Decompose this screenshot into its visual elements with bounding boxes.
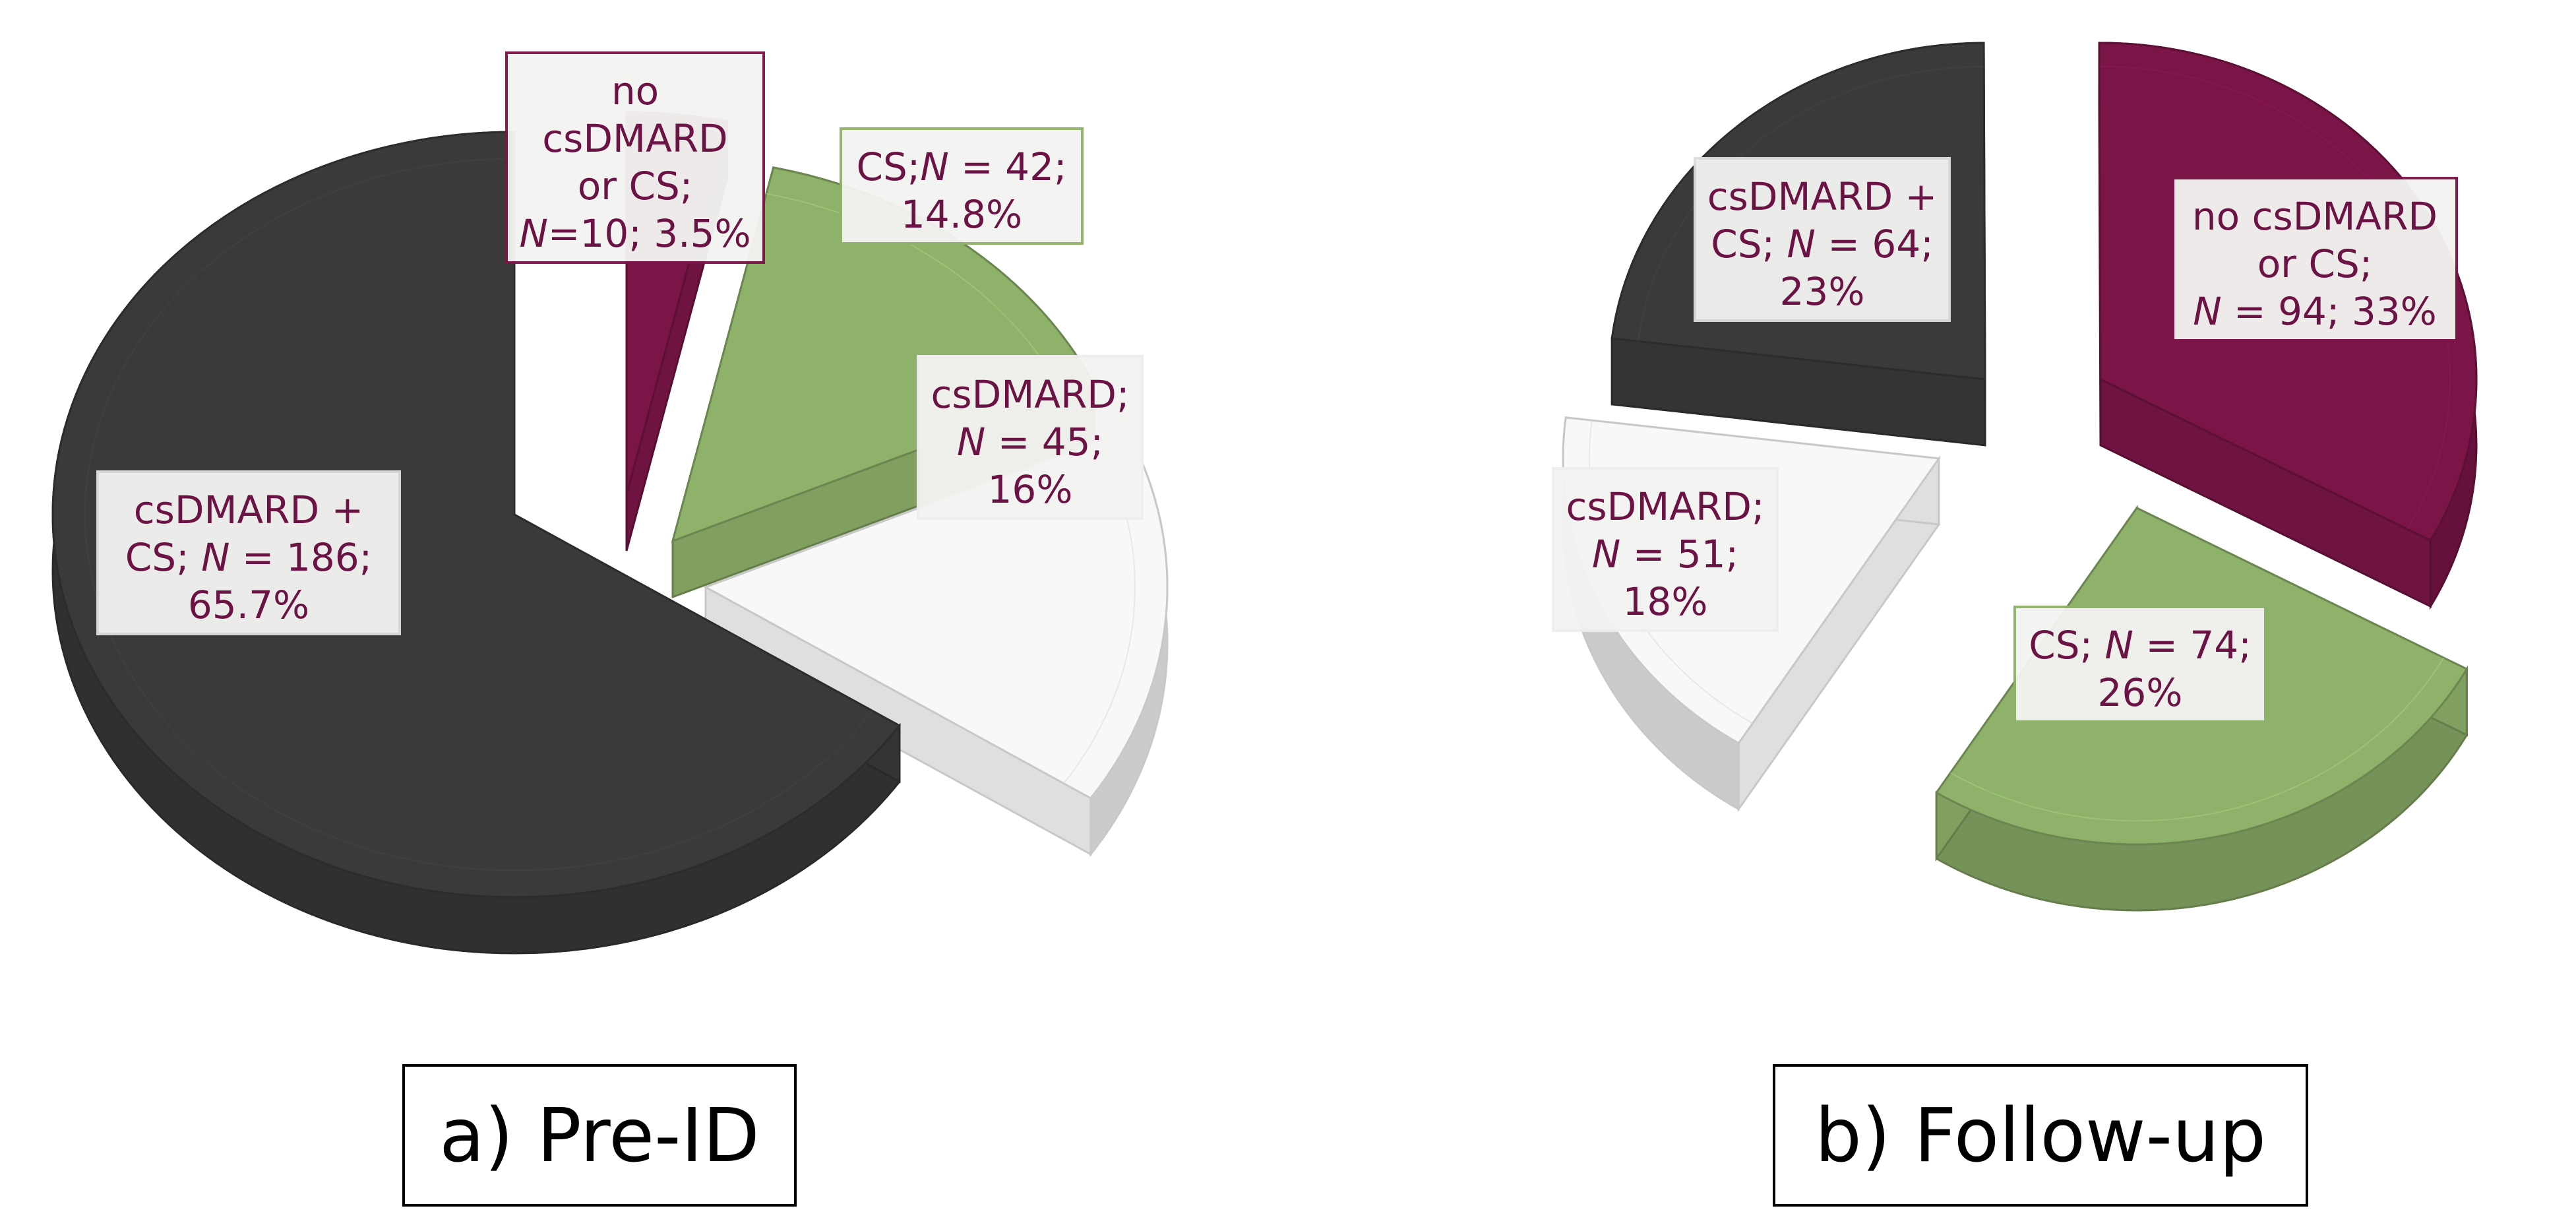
slice-label-line: csDMARD + xyxy=(1707,174,1937,219)
slice-label-box xyxy=(2013,606,2267,723)
slice-label-line: N = 51; xyxy=(1592,532,1738,577)
caption-pre-id-box: a) Pre-ID xyxy=(402,1064,797,1207)
slice-label-line: N = 45; xyxy=(957,420,1103,464)
slice-label-line: csDMARD xyxy=(542,116,727,161)
slice-label-csdmard-cs-follow-up: csDMARD +CS; N = 64;23% xyxy=(1694,157,1951,322)
slice-label-line: N = 94; 33% xyxy=(2193,289,2437,334)
slice-label-box xyxy=(505,51,765,264)
slice-label-line: 65.7% xyxy=(188,583,309,627)
slice-top-csdmard-cs-pre-id xyxy=(51,131,902,899)
slice-label-csdmard-follow-up: csDMARD;N = 51;18% xyxy=(1552,467,1779,632)
slice-label-line: N=10; 3.5% xyxy=(519,211,751,256)
slice-label-line: 18% xyxy=(1623,579,1708,624)
slice-label-line: 14.8% xyxy=(901,192,1022,237)
slice-rim-csdmard-cs-follow-up xyxy=(1637,65,1984,342)
slice-label-box xyxy=(1552,467,1779,632)
slice-csdmard-pre-id xyxy=(703,429,1169,858)
slice-label-line: or CS; xyxy=(2257,241,2373,286)
slice-rim-cs-pre-id xyxy=(766,193,1066,396)
slice-label-cs-follow-up: CS; N = 74;26% xyxy=(2013,606,2267,723)
slice-label-line: CS; N = 74; xyxy=(2029,623,2252,668)
slice-label-box xyxy=(2172,177,2458,342)
slice-label-cs-pre-id: CS;N = 42;14.8% xyxy=(840,127,1084,245)
slice-label-box xyxy=(840,127,1084,245)
slice-label-line: 23% xyxy=(1780,269,1865,314)
caption-follow-up-box: b) Follow-up xyxy=(1773,1064,2308,1207)
slice-label-csdmard-cs-pre-id: csDMARD +CS; N = 186;65.7% xyxy=(96,470,401,635)
slice-top-csdmard-pre-id xyxy=(703,429,1169,800)
slice-label-box xyxy=(1694,157,1951,322)
caption-follow-up: b) Follow-up xyxy=(1815,1093,2266,1179)
slice-label-line: csDMARD + xyxy=(134,488,363,532)
caption-pre-id: a) Pre-ID xyxy=(439,1093,760,1179)
slice-label-box xyxy=(917,355,1144,520)
slice-label-line: 26% xyxy=(2098,670,2183,715)
slice-label-csdmard-pre-id: csDMARD;N = 45;16% xyxy=(917,355,1144,520)
slice-label-line: no csDMARD xyxy=(2192,194,2438,239)
slice-label-line: 16% xyxy=(988,467,1073,512)
slice-label-line: CS; N = 64; xyxy=(1711,222,1934,267)
slice-label-line: no xyxy=(611,69,659,113)
slice-label-line: CS; N = 186; xyxy=(125,535,372,580)
slice-rim-cs-follow-up xyxy=(1950,657,2445,822)
slice-label-line: CS;N = 42; xyxy=(856,144,1066,189)
slice-label-line: csDMARD; xyxy=(931,372,1130,417)
slice-label-box xyxy=(96,470,401,635)
slice-rim-csdmard-cs-pre-id xyxy=(84,158,873,871)
slice-label-line: csDMARD; xyxy=(1566,484,1765,529)
slice-label-line: or CS; xyxy=(578,164,693,208)
